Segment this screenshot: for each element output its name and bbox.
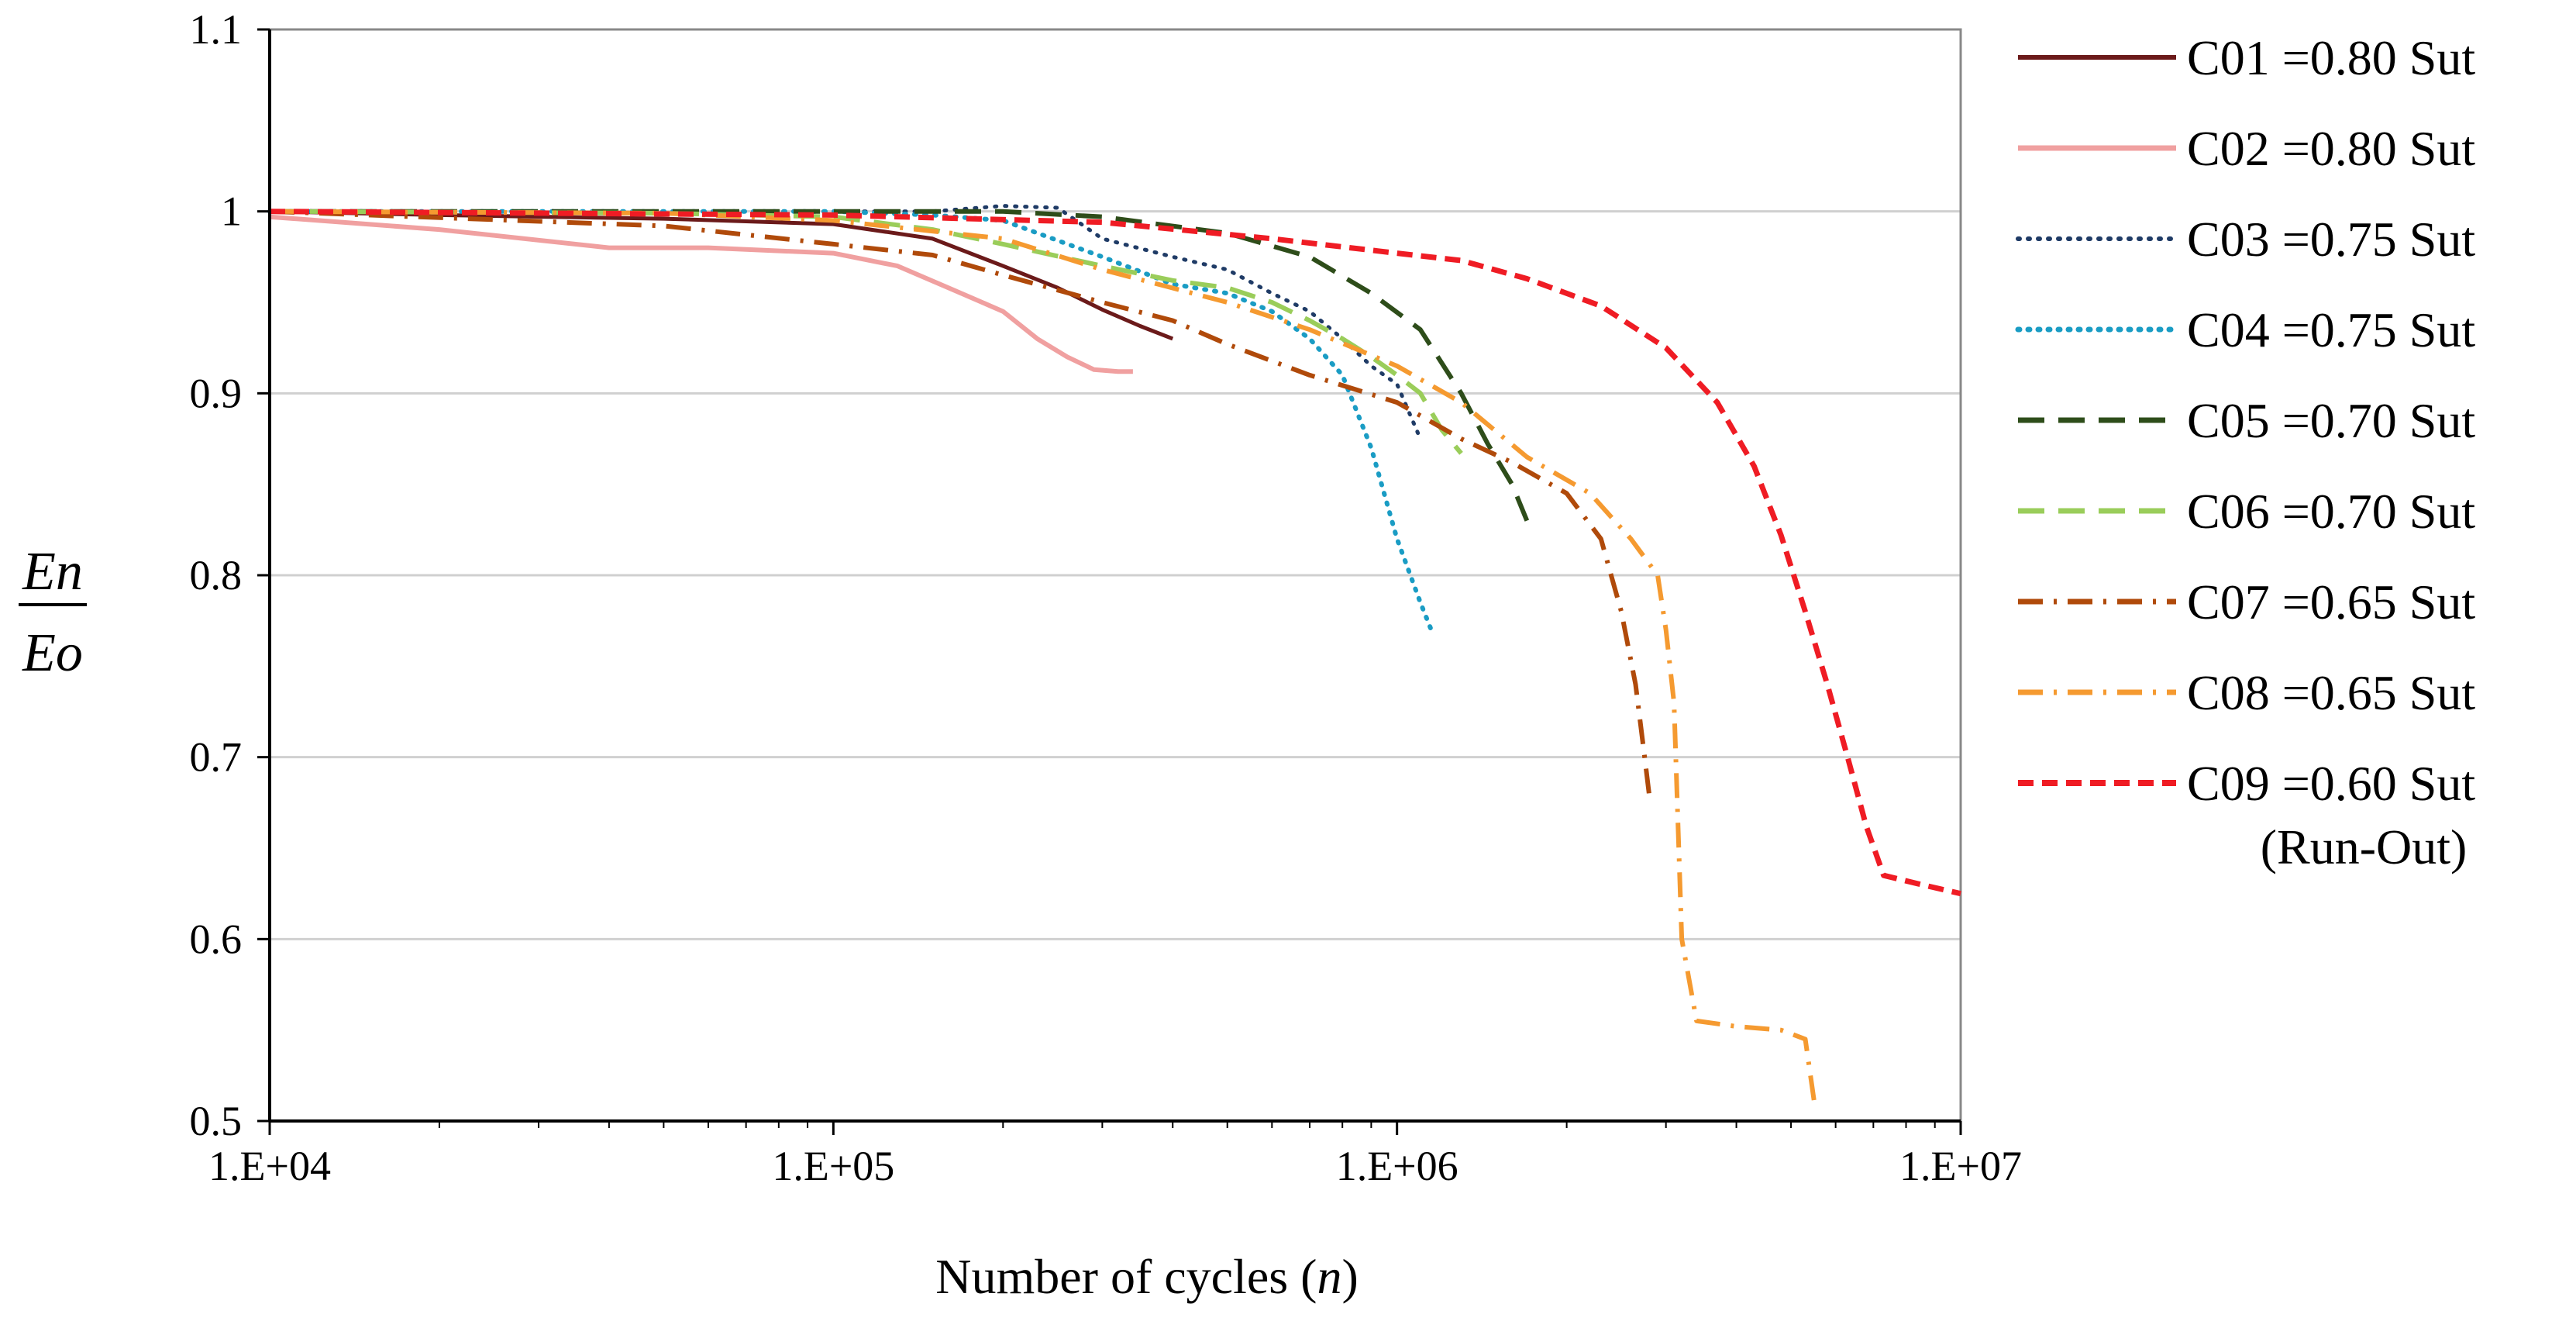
series-line-c08 (269, 209, 1817, 1103)
y-axis-title-denominator: Eo (22, 623, 83, 683)
legend-label-c08: C08 =0.65 Sut (2187, 665, 2475, 720)
axes (257, 28, 1962, 1135)
y-tick-label: 0.8 (190, 552, 243, 598)
series-layer (267, 204, 1961, 1103)
legend: C01 =0.80 Sut C02 =0.80 Sut C03 =0.75 Sut C… (2015, 30, 2475, 874)
x-tick-label: 1.E+07 (1899, 1143, 2022, 1189)
legend-label-c02: C02 =0.80 Sut (2187, 121, 2475, 176)
series-line-c02 (269, 214, 1133, 374)
legend-label-c03: C03 =0.75 Sut (2187, 212, 2475, 267)
gridlines (270, 28, 1961, 1123)
series-line-c09 (269, 209, 1961, 897)
y-tick-label: 1 (221, 188, 242, 235)
legend-label-c07: C07 =0.65 Sut (2187, 574, 2475, 630)
x-tick-label: 1.E+05 (772, 1143, 894, 1189)
series-line-c01 (269, 209, 1174, 341)
y-axis-title: En Eo (19, 542, 87, 683)
legend-note-c09: (Run-Out) (2261, 819, 2468, 874)
x-tick-label: 1.E+06 (1336, 1143, 1458, 1189)
series-line-c04 (267, 209, 1434, 633)
y-tick-label: 0.6 (190, 916, 243, 962)
series-line-c07 (269, 209, 1651, 794)
legend-label-c05: C05 =0.70 Sut (2187, 393, 2475, 448)
x-tick-label: 1.E+04 (208, 1143, 331, 1189)
y-tick-label: 0.7 (190, 734, 243, 781)
x-axis-title: Number of cycles (n) (935, 1249, 1359, 1304)
y-axis-title-numerator: En (22, 542, 83, 602)
series-line-c05 (270, 209, 1530, 522)
series-line-c06 (269, 209, 1463, 455)
y-tick-labels: 0.5 0.6 0.7 0.8 0.9 1 1.1 (190, 6, 243, 1144)
legend-label-c04: C04 =0.75 Sut (2187, 302, 2475, 357)
legend-label-c09: C09 =0.60 Sut (2187, 756, 2475, 811)
y-tick-label: 0.9 (190, 370, 243, 416)
legend-label-c06: C06 =0.70 Sut (2187, 484, 2475, 539)
y-tick-label: 0.5 (190, 1098, 243, 1144)
y-tick-label: 1.1 (190, 6, 243, 53)
x-tick-labels: 1.E+04 1.E+05 1.E+06 1.E+07 (208, 1143, 2022, 1189)
legend-label-c01: C01 =0.80 Sut (2187, 30, 2475, 85)
